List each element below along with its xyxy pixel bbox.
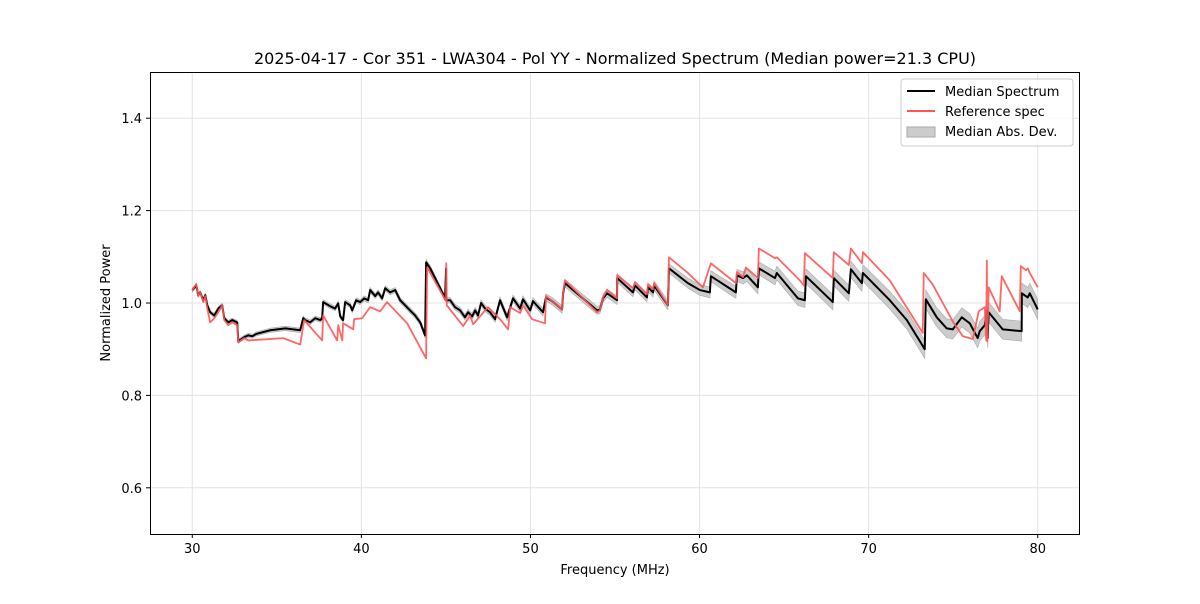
ticks: 30 40 50 60 70 80 0.6 0.8 1.0 1.2 1.4 [121, 112, 1046, 557]
legend-mad-label: Median Abs. Dev. [945, 125, 1057, 140]
y-tick-label: 1.0 [121, 297, 142, 312]
x-tick-label: 70 [860, 542, 877, 557]
legend-median-label: Median Spectrum [945, 85, 1059, 100]
y-tick-label: 1.2 [121, 205, 142, 220]
legend-reference-label: Reference spec [945, 105, 1045, 120]
legend: Median Spectrum Reference spec Median Ab… [900, 78, 1074, 147]
x-tick-label: 80 [1029, 542, 1046, 557]
x-tick-label: 40 [353, 542, 370, 557]
x-tick-label: 30 [184, 542, 201, 557]
x-tick-label: 50 [522, 542, 539, 557]
y-tick-label: 0.8 [121, 389, 142, 404]
mad-band [191, 258, 1039, 360]
plot-area [191, 247, 1039, 360]
x-axis-label: Frequency (MHz) [560, 563, 669, 578]
y-tick-label: 0.6 [121, 482, 142, 497]
y-tick-label: 1.4 [121, 112, 142, 127]
reference-spectrum-line [191, 247, 1039, 360]
y-axis-label: Normalized Power [99, 244, 114, 362]
chart-title: 2025-04-17 - Cor 351 - LWA304 - Pol YY -… [254, 49, 976, 68]
axes-frame [150, 72, 1080, 535]
x-tick-label: 60 [691, 542, 708, 557]
legend-mad-swatch [906, 126, 936, 138]
